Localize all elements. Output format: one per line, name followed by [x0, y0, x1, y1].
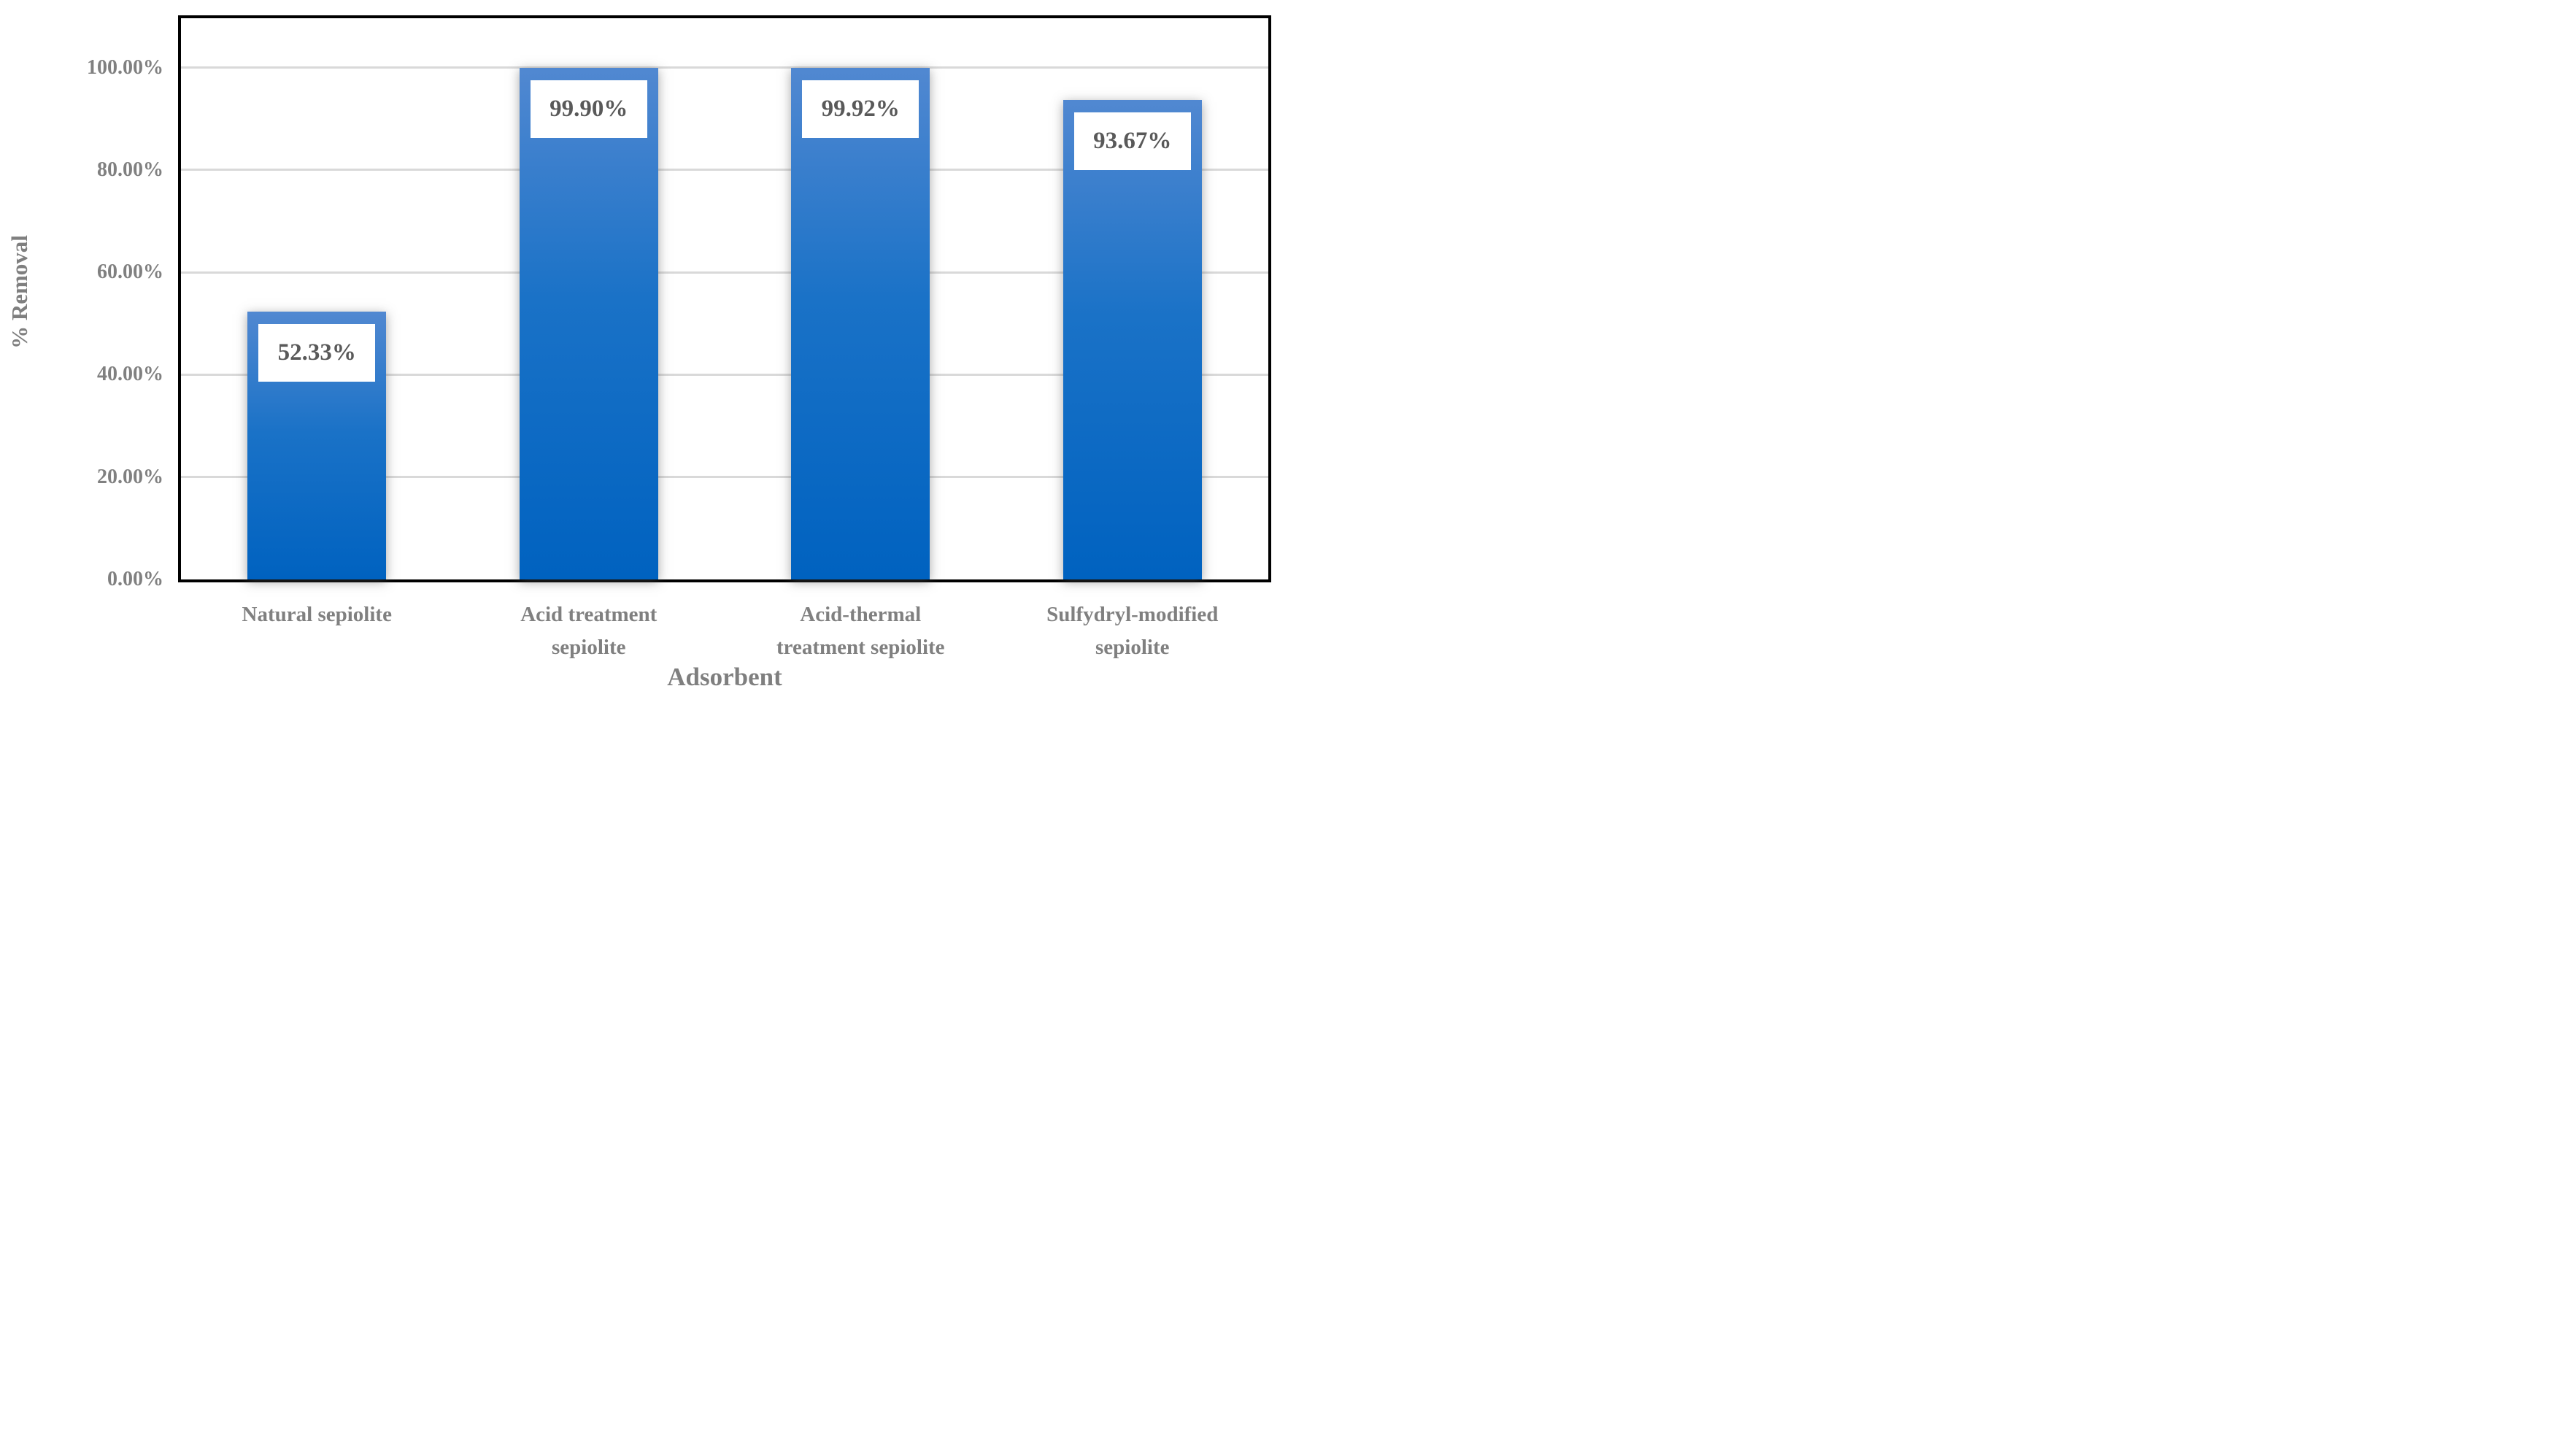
plot-area [178, 15, 1271, 582]
y-tick-label: 60.00% [97, 261, 163, 284]
bar-chart: % Removal 0.00% 20.00% 40.00% 60.00% 80.00% 1… [0, 0, 1288, 727]
gridline [181, 476, 1268, 479]
gridline [181, 373, 1268, 376]
y-tick-label: 20.00% [97, 465, 163, 488]
y-tick-label: 80.00% [97, 158, 163, 181]
x-category-label-natural-sepiolite: Natural sepiolite [242, 603, 392, 626]
y-axis-title: % Removal [7, 235, 32, 349]
gridline [181, 271, 1268, 274]
bar-acid-thermal-treatment-sepiolite [791, 68, 930, 579]
y-tick-label: 0.00% [107, 568, 163, 590]
bar-sulfydryl-modified-sepiolite [1063, 99, 1202, 579]
data-label-natural-sepiolite: 52.33% [258, 323, 376, 382]
gridline [181, 66, 1268, 69]
bar-acid-treatment-sepiolite [519, 68, 658, 579]
x-category-label-acid-treatment-sepiolite: Acid treatment sepiolite [520, 603, 658, 659]
x-category-label-sulfydryl-modified-sepiolite: Sulfydryl-modified sepiolite [1046, 603, 1219, 659]
x-category-label-acid-thermal-treatment-sepiolite: Acid-thermal treatment sepiolite [776, 603, 945, 659]
x-axis-title: Adsorbent [667, 663, 782, 691]
y-tick-label: 100.00% [87, 55, 163, 79]
data-label-sulfydryl-modified-sepiolite: 93.67% [1073, 112, 1191, 170]
y-tick-label: 40.00% [97, 363, 163, 386]
data-label-acid-thermal-treatment-sepiolite: 99.92% [802, 80, 919, 139]
data-label-acid-treatment-sepiolite: 99.90% [530, 80, 647, 139]
gridline [181, 169, 1268, 171]
